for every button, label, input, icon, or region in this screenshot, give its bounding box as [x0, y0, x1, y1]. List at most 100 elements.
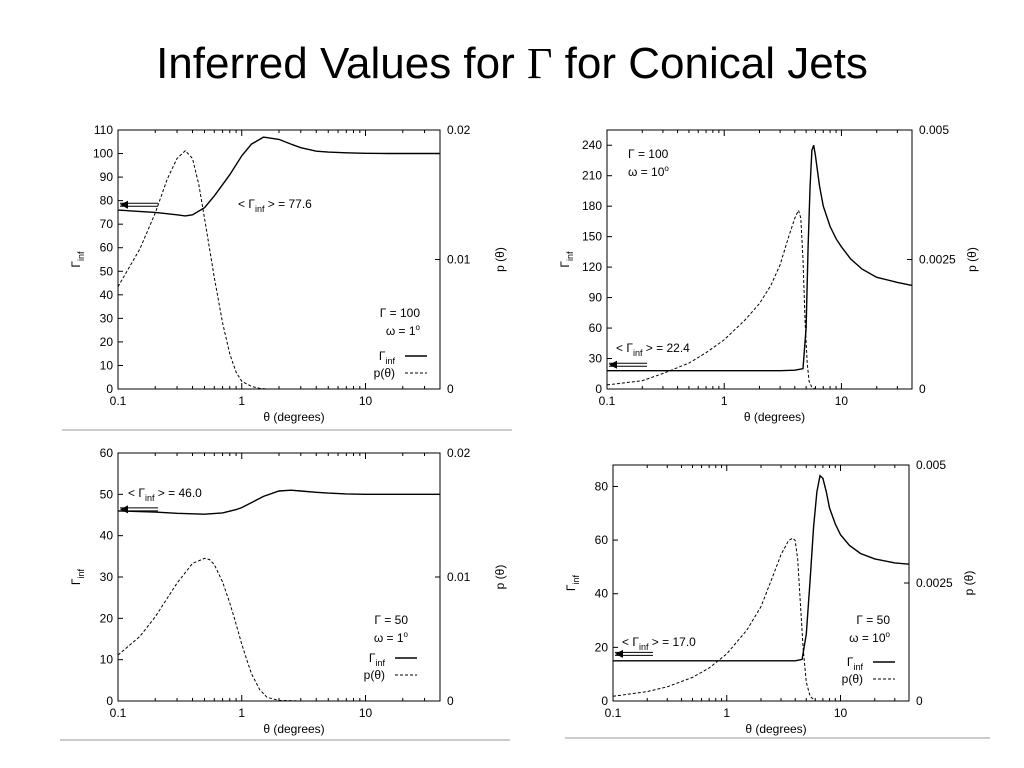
p-theta-curve [612, 537, 909, 702]
y2-tick-label: 0.02 [447, 123, 471, 137]
mean-arrow-head [609, 360, 617, 369]
x-tick-label: 0.1 [110, 706, 127, 720]
y2-tick-label: 0.02 [447, 446, 471, 460]
y-axis-label: Γinf [69, 251, 86, 268]
y2-axis-label: p (θ) [965, 247, 979, 272]
y2-tick-label: 0 [919, 382, 926, 396]
y-tick-label: 30 [100, 570, 114, 584]
y2-tick-label: 0.0025 [916, 576, 953, 590]
y-tick-label: 20 [100, 611, 114, 625]
gamma-inf-curve [117, 136, 440, 217]
mean-gamma-label: < Γinf > = 22.4 [616, 341, 690, 358]
x-tick-label: 1 [238, 394, 245, 408]
mean-arrow-head [120, 200, 128, 209]
y-tick-label: 50 [100, 264, 114, 278]
y2-tick-label: 0.01 [447, 570, 471, 584]
y-tick-label: 50 [100, 487, 114, 501]
y-tick-label: 120 [582, 260, 602, 274]
mean-gamma-label: < Γinf > = 77.6 [238, 197, 312, 214]
y-tick-label: 90 [100, 170, 114, 184]
title-gamma-symbol: Γ [527, 39, 553, 88]
y-tick-label: 20 [100, 335, 114, 349]
y-tick-label: 60 [595, 533, 609, 547]
y2-axis-label: p (θ) [962, 571, 976, 596]
y-axis-label: Γinf [69, 568, 86, 585]
legend-label: Γinf [379, 349, 396, 366]
y2-tick-label: 0.005 [919, 123, 949, 137]
y2-axis-label: p (θ) [493, 565, 507, 590]
x-tick-label: 0.1 [110, 394, 127, 408]
x-tick-label: 1 [238, 706, 245, 720]
y-tick-label: 110 [94, 123, 113, 137]
y-tick-label: 10 [100, 653, 114, 667]
y-tick-label: 30 [100, 311, 114, 325]
chart-bottom-left: 0.1 1 10 0 10 20 30 40 50 60 0 0.01 0.02 θ (degrees) Γ… [69, 446, 507, 736]
x-tick-label: 10 [359, 394, 373, 408]
p-theta-curve [117, 149, 440, 390]
y2-tick-label: 0 [447, 382, 454, 396]
legend-label: Γinf [847, 655, 864, 672]
x-tick-label: 0.1 [605, 706, 622, 720]
title-suffix: for Conical Jets [552, 39, 868, 88]
legend-label: p(θ) [842, 672, 863, 686]
y-tick-label: 0 [595, 382, 602, 396]
chart-bottom-right: 0.1 1 10 0 20 40 60 80 0 0.0025 0.005 θ (degrees) Γi… [564, 458, 976, 736]
legend-label: p(θ) [374, 366, 395, 380]
y-tick-label: 40 [100, 529, 114, 543]
y-tick-label: 210 [582, 169, 602, 183]
x-tick-label: 1 [721, 394, 728, 408]
x-tick-label: 10 [835, 394, 849, 408]
y-tick-label: 20 [595, 640, 609, 654]
param-label: ω = 1o [374, 630, 409, 645]
mean-gamma-label: < Γinf > = 46.0 [128, 486, 202, 503]
y-tick-label: 0 [601, 694, 608, 708]
y-tick-label: 150 [582, 230, 602, 244]
slide-title: Inferred Values for Γ for Conical Jets [0, 38, 1024, 89]
y-tick-label: 10 [100, 358, 114, 372]
y-tick-label: 80 [595, 479, 609, 493]
plot-frame [612, 464, 910, 702]
y-axis-label: Γinf [564, 574, 581, 591]
y2-tick-label: 0 [447, 694, 454, 708]
mean-arrow-head [120, 505, 128, 514]
y-tick-label: 90 [589, 291, 603, 305]
legend-label: Γinf [369, 651, 386, 668]
y-tick-label: 60 [589, 321, 603, 335]
y-tick-label: 80 [100, 194, 114, 208]
y-tick-label: 60 [100, 446, 114, 460]
param-label: Γ = 100 [628, 147, 669, 161]
x-tick-label: 10 [834, 706, 848, 720]
gamma-inf-curve [613, 474, 910, 662]
x-axis-label: θ (degrees) [263, 410, 324, 424]
param-label: ω = 10o [628, 164, 669, 179]
legend-label: p(θ) [364, 668, 385, 682]
plot-frame [117, 129, 441, 390]
y-tick-label: 40 [595, 587, 609, 601]
y2-tick-label: 0.005 [916, 458, 946, 472]
y-tick-label: 30 [589, 352, 603, 366]
y2-tick-label: 0.01 [447, 253, 471, 267]
x-tick-label: 10 [359, 706, 373, 720]
x-axis-label: θ (degrees) [744, 410, 805, 424]
p-theta-curve [606, 208, 912, 390]
y-tick-label: 100 [93, 147, 113, 161]
y-tick-label: 0 [106, 694, 113, 708]
title-prefix: Inferred Values for [156, 39, 528, 88]
chart-top-left: 0.1 1 10010203040506070809010011000.010.02… [69, 123, 507, 424]
param-label: Γ = 100 [380, 306, 421, 320]
y-tick-label: 0 [106, 382, 113, 396]
x-axis-label: θ (degrees) [745, 722, 806, 736]
gamma-inf-curve [607, 144, 913, 372]
y-tick-label: 70 [100, 217, 114, 231]
param-label: Γ = 50 [856, 613, 890, 627]
x-axis-label: θ (degrees) [263, 722, 324, 736]
param-label: ω = 1o [386, 323, 421, 338]
gamma-inf-curve [117, 489, 440, 515]
x-tick-label: 0.1 [599, 394, 616, 408]
y2-tick-label: 0.0025 [919, 253, 956, 267]
param-label: ω = 10o [849, 630, 890, 645]
y-axis-label: Γinf [558, 251, 575, 268]
y-tick-label: 60 [100, 241, 114, 255]
param-label: Γ = 50 [374, 613, 408, 627]
